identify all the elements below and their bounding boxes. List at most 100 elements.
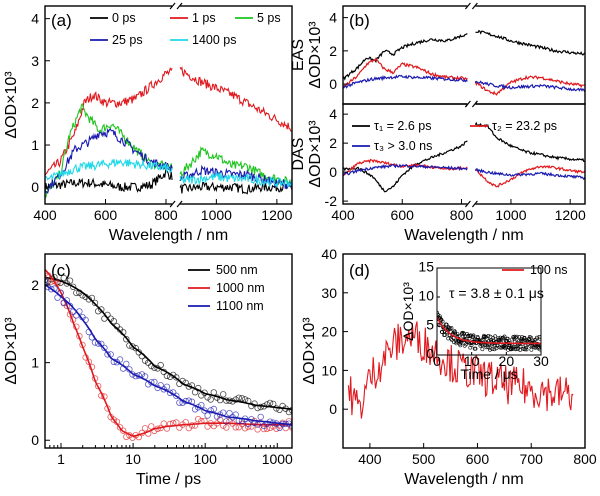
inset-data-point xyxy=(452,329,457,334)
x-tick-label-b: 400 xyxy=(331,207,355,223)
data-point-c-0 xyxy=(69,283,77,290)
inset-data-point xyxy=(539,342,541,347)
inset-data-point xyxy=(505,336,510,341)
y-tick-label-a: 2 xyxy=(31,95,39,111)
axis-break-gap xyxy=(172,200,181,208)
data-point-c-1 xyxy=(123,433,130,440)
inset-x-tick-label: 30 xyxy=(533,353,549,369)
x-tick-label-c: 10 xyxy=(125,451,141,467)
data-point-c-0 xyxy=(257,403,264,411)
inset-y-axis-label: ΔOD×10³ xyxy=(400,282,416,341)
panel-label-d: (d) xyxy=(349,261,370,280)
data-point-c-0 xyxy=(98,306,105,313)
inset-y-tick-label: 15 xyxy=(418,259,434,275)
inset-data-point xyxy=(473,346,478,351)
series-line-b-das-2 xyxy=(343,163,585,181)
data-point-c-2 xyxy=(263,420,271,427)
x-axis-label-a: Wavelength / nm xyxy=(109,227,228,244)
data-point-c-2 xyxy=(163,383,171,390)
data-point-c-2 xyxy=(207,407,214,414)
x-tick-label-d: 700 xyxy=(520,451,544,467)
inset-data-point xyxy=(449,326,454,330)
data-point-c-1 xyxy=(94,382,102,390)
inset-data-point xyxy=(480,347,485,352)
inset-data-point xyxy=(518,344,523,349)
axis-break-mark xyxy=(176,2,183,10)
data-point-c-2 xyxy=(244,420,252,427)
inset-data-point xyxy=(437,310,439,315)
data-point-c-2 xyxy=(63,297,71,304)
y-tick-label-c: 2 xyxy=(31,277,39,293)
inset-data-point xyxy=(522,335,527,340)
y-tick-label-d: 20 xyxy=(321,324,337,340)
data-point-c-1 xyxy=(116,424,124,431)
data-point-c-0 xyxy=(66,277,74,284)
x-tick-label-a: 1000 xyxy=(201,207,232,223)
data-point-c-2 xyxy=(288,422,292,429)
data-point-c-2 xyxy=(48,286,55,293)
x-tick-label-a: 1200 xyxy=(261,207,292,223)
legend-label-a-0: 0 ps xyxy=(112,11,136,25)
series-line-a-3 xyxy=(45,127,292,194)
data-point-c-1 xyxy=(194,416,202,423)
data-point-c-1 xyxy=(148,423,155,430)
inset-data-point xyxy=(514,346,519,351)
series-line-a-4 xyxy=(45,158,292,188)
inset-data-point xyxy=(518,348,523,352)
panel-label-c: (c) xyxy=(51,261,71,280)
data-point-c-1 xyxy=(191,422,199,429)
data-point-c-2 xyxy=(257,413,264,421)
data-point-c-2 xyxy=(226,410,233,417)
y-axis-label-c: ΔOD×10³ xyxy=(3,317,20,385)
panel-label-a: (a) xyxy=(51,11,72,30)
y-tick-label-d: 10 xyxy=(321,362,337,378)
axis-break-mark xyxy=(464,2,471,10)
x-tick-label-c: 100 xyxy=(194,451,218,467)
data-point-c-1 xyxy=(204,423,211,430)
data-point-c-1 xyxy=(260,425,268,433)
x-tick-label-b: 800 xyxy=(450,207,474,223)
series-line-b-eas-1 xyxy=(343,57,585,96)
data-point-c-2 xyxy=(216,411,224,418)
y-tick-label-c: 0 xyxy=(31,432,39,448)
inset-data-point xyxy=(480,337,485,342)
inset-x-axis-label: Time / μs xyxy=(460,366,517,382)
plot-area-c xyxy=(45,268,292,441)
axes-frame-d xyxy=(342,253,586,449)
data-point-c-0 xyxy=(219,391,227,398)
inset-data-point xyxy=(520,335,525,340)
y-tick-label-b-das: 2 xyxy=(329,135,337,151)
data-point-c-2 xyxy=(223,418,230,425)
data-point-c-2 xyxy=(94,340,102,347)
inset-data-point xyxy=(538,347,541,352)
series-line-b-eas-2 xyxy=(343,74,585,92)
inset-y-tick-label: 5 xyxy=(426,317,434,333)
data-point-c-0 xyxy=(288,406,292,414)
axis-break-gap xyxy=(172,2,181,10)
series-line-b-das-0 xyxy=(343,121,585,193)
data-point-c-0 xyxy=(173,374,180,381)
data-point-c-2 xyxy=(66,302,74,310)
x-tick-label-a: 600 xyxy=(94,207,118,223)
inset-data-point xyxy=(524,347,529,352)
data-point-c-0 xyxy=(110,318,117,325)
series-line-a-0 xyxy=(45,169,292,195)
series-line-a-1 xyxy=(45,66,292,176)
x-tick-label-b: 1200 xyxy=(555,207,586,223)
inset-data-point xyxy=(484,334,488,339)
data-point-c-2 xyxy=(176,399,183,406)
axis-break-mark xyxy=(471,100,478,108)
data-point-c-2 xyxy=(191,406,199,413)
axis-break-gap xyxy=(467,200,476,208)
axis-break-gap xyxy=(467,100,476,108)
inset-data-point xyxy=(486,333,491,338)
axes-frame-b-das xyxy=(342,103,586,205)
data-point-c-2 xyxy=(138,371,146,378)
inset-data-point xyxy=(443,333,447,337)
data-point-c-2 xyxy=(104,351,111,358)
axis-break-gap xyxy=(467,2,476,10)
inset-data-point xyxy=(517,335,522,340)
data-point-c-2 xyxy=(204,412,211,419)
inset-data-point xyxy=(516,347,521,351)
legend-label-b-0: τ₁ = 2.6 ps xyxy=(374,119,431,133)
